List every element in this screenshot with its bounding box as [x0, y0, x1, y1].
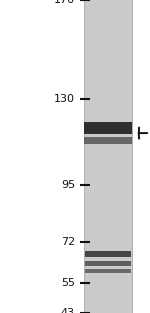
Text: 95: 95: [61, 180, 75, 190]
Text: 170: 170: [54, 0, 75, 5]
Bar: [84, 0, 132, 313]
Bar: [85, 251, 131, 257]
Bar: [85, 269, 131, 273]
Bar: [84, 122, 132, 134]
Text: 55: 55: [61, 279, 75, 288]
Text: 130: 130: [54, 94, 75, 104]
Text: 72: 72: [61, 237, 75, 247]
Bar: [84, 137, 132, 144]
Bar: [85, 261, 131, 266]
Text: 43: 43: [61, 308, 75, 313]
